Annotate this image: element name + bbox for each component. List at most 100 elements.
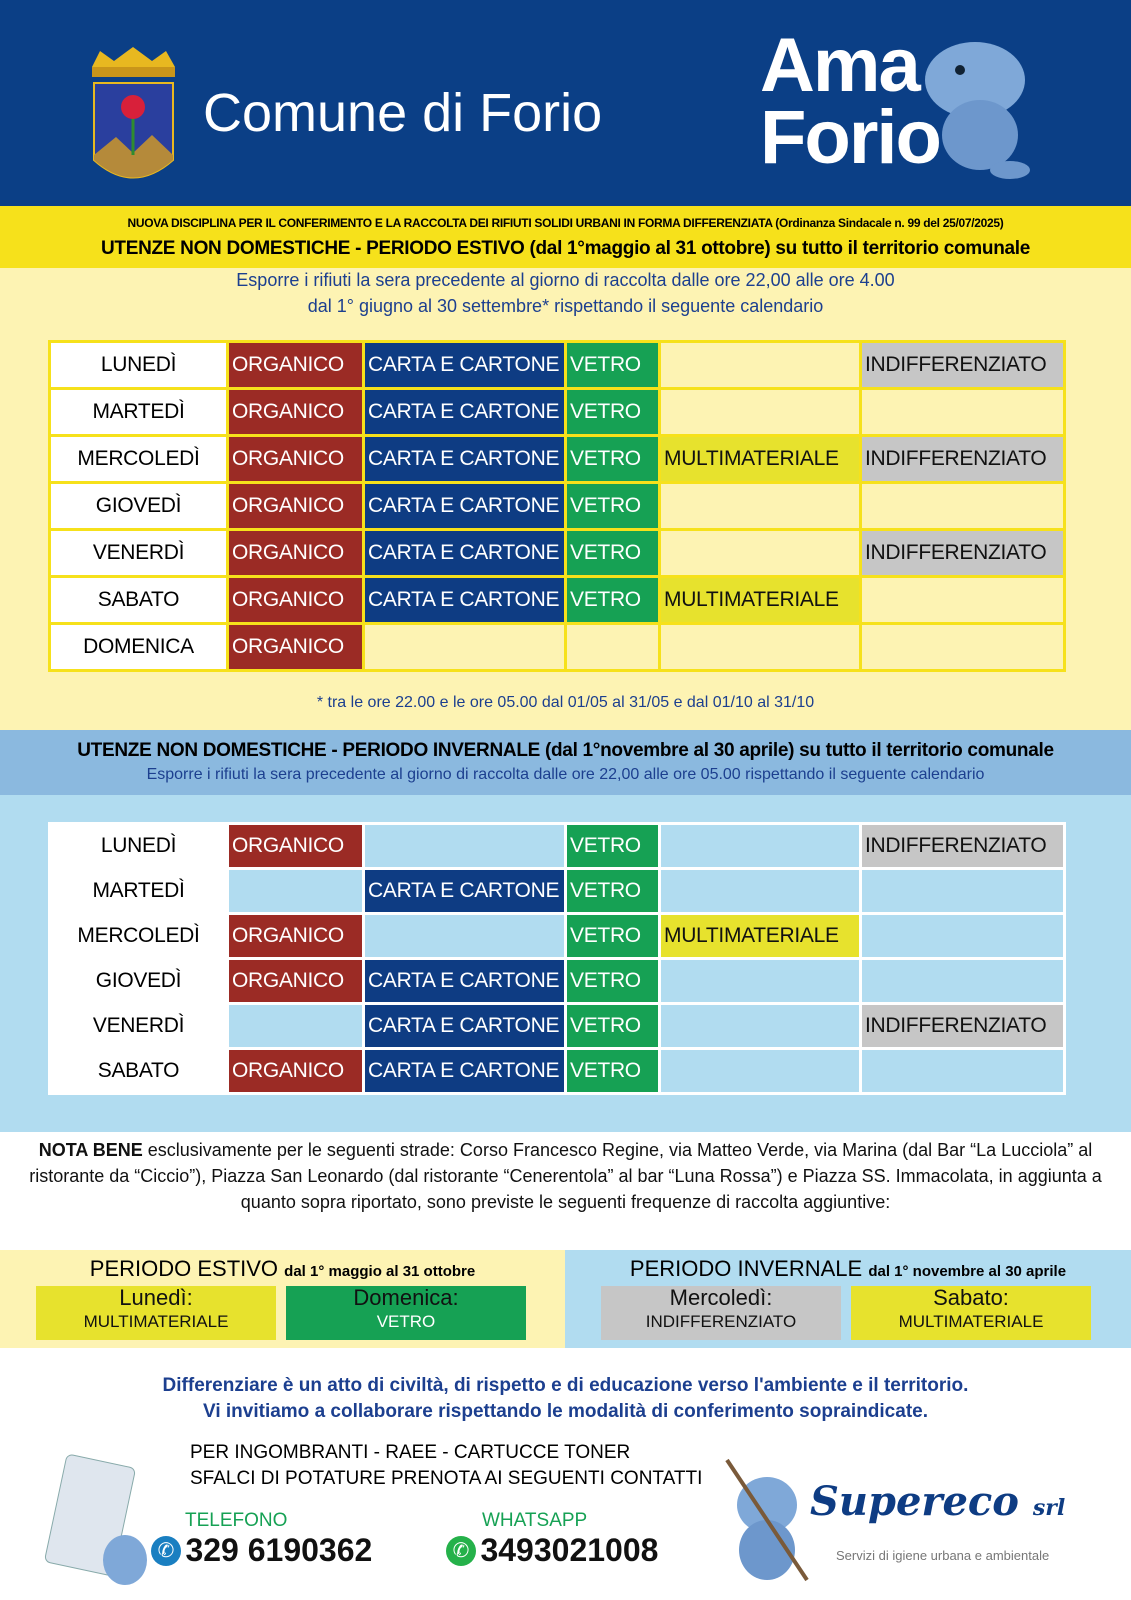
- empty-cell: [859, 912, 1066, 960]
- ordinance-band: NUOVA DISCIPLINA PER IL CONFERIMENTO E L…: [0, 206, 1131, 268]
- schedule-row: MERCOLEDÌ ORGANICO VETRO MULTIMATERIALE: [48, 912, 1066, 960]
- collection-indiff: INDIFFERENZIATO: [859, 1002, 1066, 1050]
- empty-cell: [658, 822, 862, 870]
- day-cell: LUNEDÌ: [48, 822, 229, 870]
- collection-vetro: VETRO: [564, 481, 661, 531]
- empty-cell: [658, 481, 862, 531]
- collection-vetro: VETRO: [564, 822, 661, 870]
- summer-schedule-table: LUNEDÌ ORGANICO CARTA E CARTONE VETRO INDIFF…: [48, 340, 1066, 672]
- day-cell: MERCOLEDÌ: [48, 912, 229, 960]
- collection-organico: ORGANICO: [226, 822, 365, 870]
- collection-vetro: VETRO: [564, 528, 661, 578]
- collection-carta: CARTA E CARTONE: [362, 340, 567, 390]
- day-cell: MARTEDÌ: [48, 387, 229, 437]
- coat-of-arms-icon: [92, 47, 175, 179]
- collection-carta: CARTA E CARTONE: [362, 1047, 567, 1095]
- schedule-row: LUNEDÌ ORGANICO VETRO INDIFFERENZIATO: [48, 822, 1066, 870]
- empty-cell: [658, 957, 862, 1005]
- schedule-row: SABATO ORGANICO CARTA E CARTONE VETRO MULTIM…: [48, 575, 1066, 625]
- day-cell: MERCOLEDÌ: [48, 434, 229, 484]
- day-cell: GIOVEDÌ: [48, 957, 229, 1005]
- empty-cell: [658, 528, 862, 578]
- extra-box: Lunedì: MULTIMATERIALE: [36, 1286, 276, 1340]
- collection-organico: ORGANICO: [226, 387, 365, 437]
- collection-organico: ORGANICO: [226, 1047, 365, 1095]
- summer-line1: Esporre i rifiuti la sera precedente al …: [236, 270, 895, 290]
- day-cell: SABATO: [48, 1047, 229, 1095]
- collection-carta: CARTA E CARTONE: [362, 528, 567, 578]
- empty-cell: [859, 867, 1066, 915]
- collection-carta: CARTA E CARTONE: [362, 575, 567, 625]
- schedule-row: DOMENICA ORGANICO: [48, 622, 1066, 672]
- summer-footnote: * tra le ore 22.00 e le ore 05.00 dal 01…: [316, 694, 815, 711]
- schedule-row: VENERDÌ ORGANICO CARTA E CARTONE VETRO INDIF…: [48, 528, 1066, 578]
- extra-box: Domenica: VETRO: [286, 1286, 526, 1340]
- day-cell: VENERDÌ: [48, 1002, 229, 1050]
- day-cell: GIOVEDÌ: [48, 481, 229, 531]
- collection-organico: ORGANICO: [226, 957, 365, 1005]
- schedule-row: LUNEDÌ ORGANICO CARTA E CARTONE VETRO INDIFF…: [48, 340, 1066, 390]
- empty-cell: [859, 387, 1066, 437]
- nota-bene: NOTA BENE esclusivamente per le seguenti…: [29, 1140, 1102, 1212]
- collection-organico: ORGANICO: [226, 481, 365, 531]
- collection-indiff: INDIFFERENZIATO: [859, 434, 1066, 484]
- winter-section: LUNEDÌ ORGANICO VETRO INDIFFERENZIATO MARTED…: [0, 795, 1131, 1132]
- supereco-logo: Supereco srl: [810, 1478, 1066, 1525]
- collection-organico: ORGANICO: [226, 340, 365, 390]
- hippo-broom-icon: [725, 1458, 809, 1582]
- collection-vetro: VETRO: [564, 957, 661, 1005]
- schedule-row: VENERDÌ CARTA E CARTONE VETRO INDIFFERENZIA…: [48, 1002, 1066, 1050]
- slogan: Differenziare è un atto di civiltà, di r…: [162, 1375, 969, 1422]
- collection-carta: CARTA E CARTONE: [362, 957, 567, 1005]
- empty-cell: [859, 622, 1066, 672]
- day-cell: LUNEDÌ: [48, 340, 229, 390]
- phone-contact[interactable]: TELEFONO ✆ 329 6190362: [151, 1510, 372, 1569]
- empty-cell: [658, 1047, 862, 1095]
- collection-organico: ORGANICO: [226, 528, 365, 578]
- collection-organico: ORGANICO: [226, 434, 365, 484]
- ordinance-text: NUOVA DISCIPLINA PER IL CONFERIMENTO E L…: [127, 216, 1004, 230]
- winter-title: UTENZE NON DOMESTICHE - PERIODO INVERNAL…: [77, 740, 1054, 761]
- header: Comune di Forio Ama Forio: [0, 0, 1131, 206]
- collection-vetro: VETRO: [564, 340, 661, 390]
- collection-vetro: VETRO: [564, 387, 661, 437]
- empty-cell: [226, 867, 365, 915]
- fridge-hippo-icon: [44, 1454, 147, 1585]
- collection-carta: CARTA E CARTONE: [362, 1002, 567, 1050]
- winter-line1: Esporre i rifiuti la sera precedente al …: [146, 766, 985, 783]
- empty-cell: [859, 957, 1066, 1005]
- collection-multi: MULTIMATERIALE: [658, 575, 862, 625]
- collection-organico: ORGANICO: [226, 622, 365, 672]
- schedule-row: MARTEDÌ ORGANICO CARTA E CARTONE VETRO: [48, 387, 1066, 437]
- collection-vetro: VETRO: [564, 575, 661, 625]
- empty-cell: [658, 387, 862, 437]
- winter-header: UTENZE NON DOMESTICHE - PERIODO INVERNAL…: [0, 730, 1131, 795]
- collection-vetro: VETRO: [564, 434, 661, 484]
- collection-vetro: VETRO: [564, 1047, 661, 1095]
- schedule-row: MERCOLEDÌ ORGANICO CARTA E CARTONE VETRO MUL…: [48, 434, 1066, 484]
- empty-cell: [564, 622, 661, 672]
- collection-indiff: INDIFFERENZIATO: [859, 822, 1066, 870]
- schedule-row: GIOVEDÌ ORGANICO CARTA E CARTONE VETRO: [48, 957, 1066, 1005]
- empty-cell: [362, 622, 567, 672]
- whatsapp-icon: ✆: [446, 1536, 476, 1566]
- summer-section: Esporre i rifiuti la sera precedente al …: [0, 268, 1131, 730]
- schedule-row: MARTEDÌ CARTA E CARTONE VETRO: [48, 867, 1066, 915]
- day-cell: MARTEDÌ: [48, 867, 229, 915]
- schedule-row: GIOVEDÌ ORGANICO CARTA E CARTONE VETRO: [48, 481, 1066, 531]
- empty-cell: [859, 575, 1066, 625]
- whatsapp-contact[interactable]: WHATSAPP ✆ 3493021008: [446, 1510, 658, 1569]
- bulky-waste-info: PER INGOMBRANTI - RAEE - CARTUCCE TONER S…: [190, 1442, 703, 1489]
- amaforio-logo: Ama Forio: [760, 23, 942, 180]
- winter-schedule-table: LUNEDÌ ORGANICO VETRO INDIFFERENZIATO MARTED…: [48, 822, 1066, 1095]
- extra-summer: PERIODO ESTIVO dal 1° maggio al 31 ottob…: [0, 1250, 565, 1348]
- collection-carta: CARTA E CARTONE: [362, 481, 567, 531]
- empty-cell: [658, 867, 862, 915]
- collection-multi: MULTIMATERIALE: [658, 434, 862, 484]
- empty-cell: [362, 912, 567, 960]
- supereco-tagline: Servizi di igiene urbana e ambientale: [836, 1548, 1050, 1563]
- collection-indiff: INDIFFERENZIATO: [859, 528, 1066, 578]
- extra-box: Sabato: MULTIMATERIALE: [851, 1286, 1091, 1340]
- collection-multi: MULTIMATERIALE: [658, 912, 862, 960]
- hippo-mascot-icon: [925, 42, 1030, 179]
